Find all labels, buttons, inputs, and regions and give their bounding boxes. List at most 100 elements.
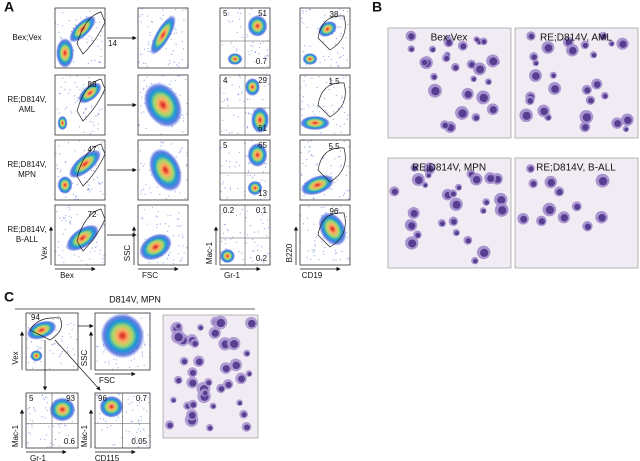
event-dot [343,123,345,125]
event-dot [143,427,145,430]
plot-frame [299,7,351,69]
event-dot [316,86,318,88]
panel-title: D814V, MPN [109,294,161,304]
event-dot [147,26,149,28]
event-dot [142,62,145,64]
event-dot [139,397,142,399]
event-dot [261,66,263,68]
event-dot [347,10,349,12]
event-dot [139,15,141,17]
event-dot [343,77,345,79]
event-dot [73,368,75,370]
nucleus [408,222,416,230]
event-dot [56,108,58,110]
event-dot [162,262,164,264]
event-dot [261,246,263,248]
event-dot [168,225,170,227]
nucleus [232,361,241,370]
event-dot [65,220,67,222]
event-dot [261,258,263,260]
event-dot [304,146,306,148]
event-dot [184,197,186,200]
row-label: B-ALL [16,235,39,244]
event-dot [335,16,337,18]
event-dot [228,152,230,154]
event-dot [220,92,221,94]
event-dot [91,188,93,190]
event-dot [58,432,60,434]
event-dot [178,212,180,214]
nucleus [472,77,477,82]
event-dot [241,92,243,95]
event-dot [182,245,184,247]
event-dot [156,216,158,218]
event-dot [41,394,44,396]
event-dot [241,252,243,254]
event-dot [345,75,347,77]
event-dot [82,84,85,86]
event-dot [102,193,104,195]
event-dot [69,89,71,91]
event-dot [86,263,88,265]
event-dot [239,164,241,167]
event-dot [90,60,93,62]
event-dot [312,197,314,200]
event-dot [233,114,235,116]
event-dot [261,213,264,215]
event-dot [228,20,230,22]
event-dot [150,20,152,22]
gate-value: 94 [31,313,40,322]
event-dot [145,410,148,412]
quadrant-value: 93 [66,394,75,403]
event-dot [88,81,90,83]
event-dot [96,345,98,347]
event-dot [343,192,346,195]
y-axis-label: SSC [80,350,89,367]
event-dot [143,111,145,113]
event-dot [112,444,114,446]
event-dot [68,209,71,211]
event-dot [260,219,262,221]
event-dot [243,100,245,103]
event-dot [323,253,325,256]
event-dot [226,197,228,199]
event-dot [307,104,309,106]
event-dot [68,215,71,217]
event-dot [159,193,161,196]
quadrant-value: 0.05 [131,437,147,446]
event-dot [312,104,315,106]
event-dot [101,141,104,143]
event-dot [100,48,102,50]
event-dot [307,151,310,153]
event-dot [186,102,188,105]
event-dot [181,234,184,236]
event-dot [31,426,33,428]
event-dot [342,17,344,19]
event-dot [61,338,63,340]
nucleus [218,386,225,392]
nucleus [520,215,528,223]
event-dot [145,393,147,394]
density-blob [148,148,183,192]
event-dot [46,434,48,436]
nucleus [465,238,471,244]
event-dot [348,146,350,148]
event-dot [182,48,185,50]
gate-value: 72 [88,210,97,219]
event-dot [33,408,35,410]
event-dot [181,59,183,61]
event-dot [173,32,175,34]
event-dot [162,75,164,77]
event-dot [262,171,265,173]
event-dot [236,31,239,34]
event-dot [262,208,264,210]
event-dot [250,8,252,10]
density [139,206,188,265]
event-dot [226,228,228,231]
event-dot [148,344,150,346]
event-dot [72,348,74,350]
nucleus [446,39,453,46]
gate-value: 96 [330,207,339,216]
density-blob [57,115,68,131]
event-dot [140,112,142,114]
